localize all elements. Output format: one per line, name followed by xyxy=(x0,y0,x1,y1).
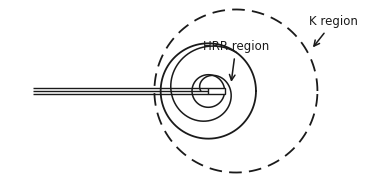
Text: HRR region: HRR region xyxy=(203,40,269,80)
Bar xyxy=(208,88,225,94)
Text: K region: K region xyxy=(309,15,357,46)
